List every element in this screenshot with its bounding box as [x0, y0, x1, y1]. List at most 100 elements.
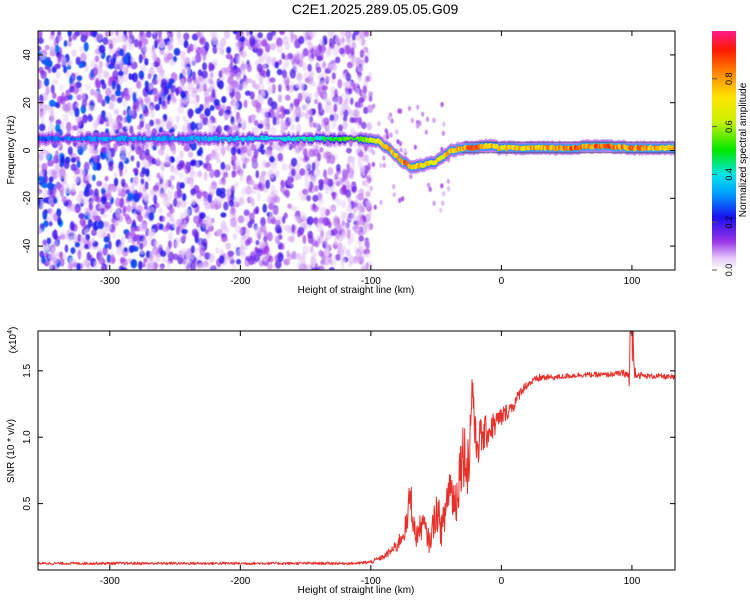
spectrogram-cell: [174, 240, 180, 249]
spectrogram-cell: [256, 63, 263, 73]
spectrogram-cell: [306, 216, 314, 226]
spectrogram-cell: [197, 84, 204, 93]
spectrogram-cell: [333, 96, 340, 106]
spectrogram-cell: [235, 55, 241, 65]
spectrogram-cell: [239, 236, 246, 245]
colorbar: 0.0 0.2 0.4 0.6 0.8 Normalized spectral ampl…: [712, 31, 749, 276]
spectrogram-cell: [108, 101, 115, 110]
spectrogram-cell: [88, 147, 95, 155]
spectrogram-cell: [255, 105, 262, 114]
spectrogram-cell: [245, 31, 251, 37]
spectrogram-cell: [340, 103, 347, 112]
spectrogram-cell: [208, 61, 213, 72]
spectrogram-cell: [43, 220, 49, 228]
spectrogram-cell: [122, 207, 127, 217]
spectrogram-cell: [190, 245, 195, 254]
spectrogram-cell: [160, 161, 165, 172]
snr-x-label: Height of straight line (km): [298, 585, 415, 596]
spectrogram-cell: [307, 234, 314, 244]
spectrogram-cell: [249, 114, 257, 120]
spectrogram-cell: [192, 43, 198, 52]
spectrogram-cell: [274, 170, 280, 178]
spectrogram-cell: [262, 203, 268, 213]
spectrogram-cell: [234, 195, 239, 202]
spectrogram-cell: [357, 101, 364, 109]
spectrogram-cell: [179, 150, 184, 159]
spectrogram-cell: [189, 171, 197, 179]
spectrogram-cell: [204, 41, 210, 52]
spectrogram-cell: [149, 83, 154, 90]
spectrogram-cell: [97, 246, 103, 254]
spectrogram-cell: [204, 200, 209, 206]
spectrogram-cell: [112, 36, 116, 46]
colorbar-tick-label: 0.4: [724, 168, 734, 181]
spectrogram-cell: [245, 227, 251, 234]
spectrogram-cell: [243, 209, 250, 217]
spectrogram-cell: [231, 121, 236, 131]
spectrogram-cell: [337, 223, 342, 231]
spectrogram-cell: [295, 82, 301, 89]
snr-y-multiplier: (x104): [7, 327, 19, 354]
spectrogram-cell: [281, 162, 289, 171]
spectrogram-cell: [132, 167, 139, 174]
spectrogram-cell: [291, 224, 296, 233]
snr-y-axis: 0.5 1.0 1.5: [22, 363, 675, 511]
spectrogram-cell: [199, 212, 206, 220]
spectrogram-cell: [370, 145, 374, 152]
spectrogram-cell: [149, 188, 154, 198]
spectrogram-cell: [345, 72, 352, 82]
spectrogram-cell: [220, 37, 227, 47]
spectrogram-cell: [247, 148, 252, 157]
spectrogram-cell: [288, 143, 293, 151]
spectrogram-cell: [38, 37, 44, 44]
spectrogram-cell: [241, 145, 248, 154]
spectrogram-cell: [211, 33, 218, 41]
spectrogram-cell: [53, 229, 58, 238]
spectrogram-cell: [285, 94, 291, 101]
spectrogram-y-label: Frequency (Hz): [6, 116, 17, 185]
spectrogram-cell: [270, 162, 277, 170]
spectrogram-cell: [446, 178, 450, 184]
spectrogram-cell: [102, 182, 109, 191]
spectrogram-cell: [139, 64, 147, 72]
spectrogram-cell: [441, 130, 445, 136]
spectrogram-cell: [348, 203, 352, 213]
spectrogram-cell: [40, 244, 46, 250]
spectrogram-cell: [219, 107, 225, 116]
spectrogram-cell: [190, 199, 197, 206]
spectrogram-cell: [85, 82, 91, 91]
spectrogram-cell: [328, 154, 336, 165]
spectrogram-cell: [188, 151, 194, 158]
spectrogram-cell: [46, 237, 52, 245]
spectrogram-cell: [163, 86, 170, 96]
spectrogram-cell: [330, 60, 336, 70]
spectrogram-cell: [236, 248, 243, 257]
spectrogram-cell: [181, 228, 188, 235]
spectrogram-cell: [93, 260, 98, 270]
spectrogram-cell: [90, 237, 96, 244]
spectrogram-cell: [50, 168, 56, 176]
spectrogram-cell: [297, 190, 304, 198]
spectrogram-cell: [139, 31, 144, 37]
spectrogram-cell: [302, 234, 307, 245]
spectrogram-cell: [45, 86, 50, 95]
spectrogram-cell: [166, 40, 171, 49]
spectrogram-cell: [246, 64, 252, 73]
spectrogram-cell: [152, 248, 157, 258]
spectrogram-cell: [97, 254, 103, 264]
spectrogram-cell: [183, 219, 188, 228]
spectrogram-cell: [208, 253, 215, 263]
spectrogram-cell: [274, 224, 282, 234]
spectrogram-cell: [398, 197, 402, 203]
spectrogram-cell: [154, 103, 161, 111]
spectrogram-cell: [362, 85, 368, 95]
spectrogram-cell: [190, 188, 197, 196]
spectrogram-cell: [237, 215, 245, 224]
spectrogram-cell: [334, 88, 338, 99]
spectrogram-cell: [392, 192, 396, 198]
spectrogram-cell: [416, 104, 420, 110]
spectrogram-cell: [365, 214, 371, 222]
spectrogram-cell: [55, 119, 62, 126]
spectrogram-cell: [398, 141, 403, 147]
spectrogram-cell: [91, 229, 97, 237]
